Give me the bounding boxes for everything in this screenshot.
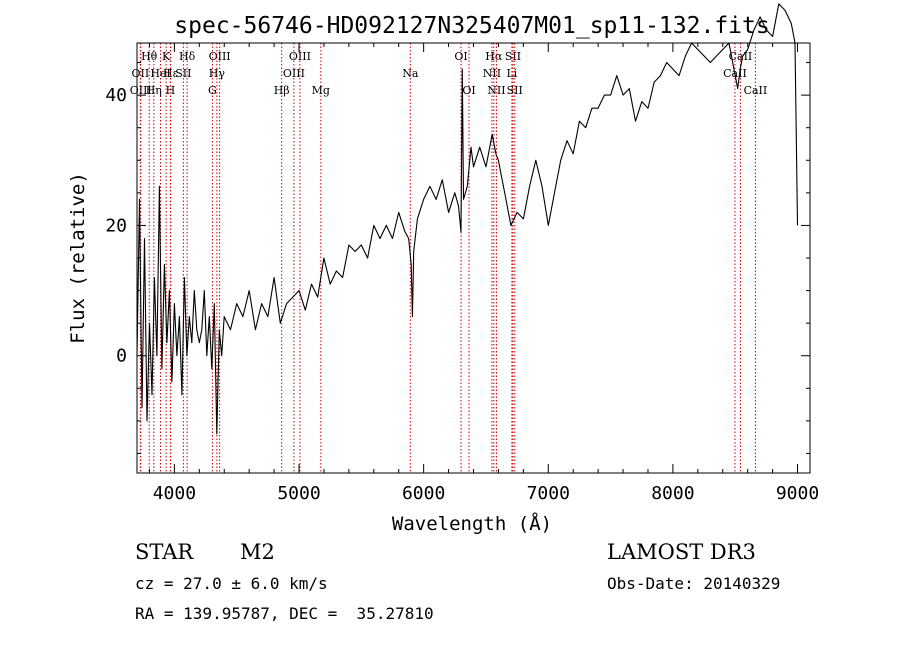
line-label-26: CaII bbox=[729, 50, 753, 63]
line-label-1: OII bbox=[132, 67, 150, 80]
object-class: STAR bbox=[135, 540, 194, 564]
line-label-16: Mg bbox=[312, 84, 330, 97]
line-label-12: G bbox=[208, 84, 217, 97]
line-label-18: OI bbox=[454, 50, 467, 63]
line-label-28: CaII bbox=[744, 84, 768, 97]
x-tick-label-8000: 8000 bbox=[651, 483, 694, 504]
line-label-10: OIII bbox=[209, 50, 231, 63]
y-tick-label-0: 0 bbox=[116, 346, 127, 367]
line-label-21: SII bbox=[505, 50, 521, 63]
x-tick-label-4000: 4000 bbox=[153, 483, 196, 504]
x-tick-label-9000: 9000 bbox=[776, 483, 819, 504]
survey-name: LAMOST DR3 bbox=[607, 540, 756, 564]
line-label-15: Hβ bbox=[274, 84, 290, 97]
line-label-23: Li bbox=[506, 67, 517, 80]
line-label-5: HeI bbox=[150, 67, 170, 80]
line-label-13: OIII bbox=[289, 50, 311, 63]
line-label-20: Hα bbox=[485, 50, 503, 63]
line-label-25: SII bbox=[507, 84, 523, 97]
line-label-19: OI bbox=[462, 84, 475, 97]
line-label-11: Hγ bbox=[209, 67, 226, 80]
line-label-17: Na bbox=[402, 67, 419, 80]
y-tick-label-20: 20 bbox=[105, 215, 127, 236]
plot-frame bbox=[136, 42, 811, 474]
x-tick-label-6000: 6000 bbox=[402, 483, 445, 504]
axes: 4000 5000 6000 7000 8000 9000 0 20 40 bbox=[105, 43, 819, 504]
line-label-14: OIII bbox=[283, 67, 305, 80]
coordinates: RA = 139.95787, DEC = 35.27810 bbox=[135, 604, 434, 623]
redshift-cz: cz = 27.0 ± 6.0 km/s bbox=[135, 574, 328, 593]
line-label-22: NII bbox=[483, 67, 501, 80]
x-axis-label: Wavelength (Å) bbox=[392, 512, 552, 535]
x-tick-label-7000: 7000 bbox=[527, 483, 570, 504]
line-label-3: K bbox=[162, 50, 171, 63]
line-label-9: SII bbox=[175, 67, 191, 80]
y-axis-label: Flux (relative) bbox=[67, 172, 89, 344]
line-label-6: Hη bbox=[146, 84, 162, 97]
x-tick-label-5000: 5000 bbox=[277, 483, 320, 504]
obs-date: Obs-Date: 20140329 bbox=[607, 574, 781, 593]
line-label-24: NII bbox=[487, 84, 505, 97]
line-label-7: H bbox=[166, 84, 176, 97]
line-label-0: Hθ bbox=[141, 50, 158, 63]
object-subclass: M2 bbox=[240, 540, 275, 564]
chart-title: spec-56746-HD092127N325407M01_sp11-132.f… bbox=[174, 13, 769, 39]
y-tick-label-40: 40 bbox=[105, 85, 127, 106]
line-label-2: OIII bbox=[130, 84, 152, 97]
flux-series bbox=[136, 3, 799, 435]
series-line-flux bbox=[136, 3, 799, 435]
line-label-4: Hε bbox=[163, 67, 179, 80]
line-label-8: Hδ bbox=[179, 50, 196, 63]
